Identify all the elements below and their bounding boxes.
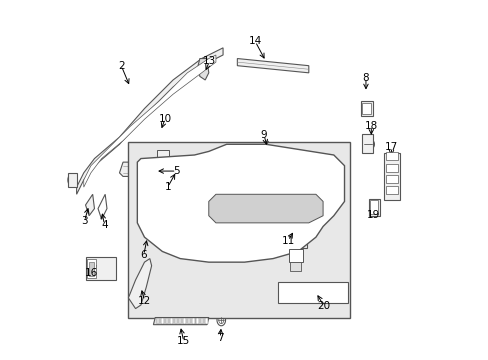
Bar [157, 318, 159, 324]
Bar [179, 318, 181, 324]
Bar [196, 318, 199, 324]
Bar [385, 186, 397, 194]
Bar [288, 249, 303, 262]
Bar [287, 225, 306, 248]
Bar [368, 199, 379, 216]
Text: 11: 11 [281, 236, 294, 246]
Text: 10: 10 [158, 113, 171, 123]
Polygon shape [137, 144, 344, 262]
Bar [183, 318, 185, 324]
Polygon shape [85, 194, 94, 216]
Text: 8: 8 [362, 73, 368, 83]
Text: 2: 2 [118, 61, 124, 71]
Polygon shape [98, 194, 107, 219]
Bar [86, 258, 95, 278]
Bar [187, 318, 190, 324]
Text: 9: 9 [260, 130, 267, 140]
Bar [157, 150, 169, 158]
Text: 17: 17 [384, 142, 398, 152]
Bar [161, 318, 163, 324]
Bar [170, 318, 172, 324]
Text: 15: 15 [177, 337, 190, 346]
Text: 19: 19 [366, 210, 379, 220]
Text: 3: 3 [81, 216, 88, 226]
Bar [360, 102, 372, 116]
Text: 7: 7 [217, 333, 223, 343]
Text: 20: 20 [317, 301, 330, 311]
Bar [385, 153, 397, 160]
Polygon shape [198, 59, 208, 80]
Bar [383, 153, 399, 200]
Bar [192, 318, 194, 324]
Text: 12: 12 [138, 296, 151, 306]
Bar [174, 318, 177, 324]
Text: 13: 13 [203, 57, 216, 66]
Bar [385, 164, 397, 172]
Polygon shape [237, 59, 308, 73]
Polygon shape [67, 173, 77, 187]
Text: 5: 5 [173, 166, 180, 176]
Polygon shape [153, 318, 208, 325]
Polygon shape [128, 258, 151, 309]
Text: 4: 4 [101, 220, 107, 230]
Bar [201, 318, 203, 324]
Polygon shape [208, 194, 323, 223]
Bar [205, 318, 207, 324]
Polygon shape [77, 48, 223, 194]
Bar [85, 257, 116, 280]
Text: 18: 18 [364, 121, 377, 131]
Bar [265, 148, 268, 155]
Bar [290, 262, 300, 271]
Bar [165, 318, 168, 324]
Text: 16: 16 [85, 268, 98, 278]
Text: 1: 1 [164, 182, 171, 192]
Bar [369, 201, 377, 214]
Polygon shape [83, 55, 216, 187]
Bar [278, 282, 347, 303]
Bar [89, 262, 94, 276]
Text: 14: 14 [248, 36, 261, 46]
Bar [362, 103, 370, 114]
Bar [362, 134, 372, 153]
Bar [128, 143, 349, 318]
Polygon shape [119, 162, 255, 176]
Text: 6: 6 [140, 250, 147, 260]
Bar [385, 175, 397, 183]
